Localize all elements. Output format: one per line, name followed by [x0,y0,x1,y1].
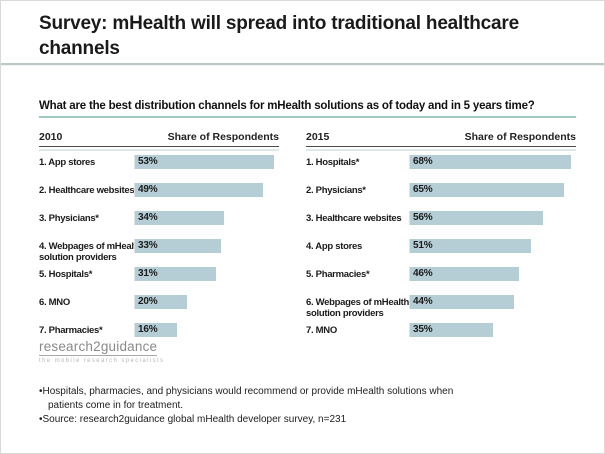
chart-row: 4. Webpages of mHealth solution provider… [39,239,279,267]
chart-row: 6. Webpages of mHealth solution provider… [306,295,576,323]
value-label: 53% [138,156,158,167]
footnotes: Hospitals, pharmacies, and physicians wo… [39,385,459,427]
chart-row: 3. Physicians* 34% [39,211,279,239]
category-label: 4. App stores [306,241,362,252]
value-label: 51% [413,240,433,251]
value-bar [410,183,565,197]
bar-area: 65% [409,183,576,197]
value-bar [135,239,222,253]
value-label: 35% [413,324,433,335]
title-divider [1,63,604,66]
value-bar [135,183,264,197]
category-label: 1. Hospitals* [306,157,360,168]
category-label: 6. MNO [39,297,70,308]
header-accent-line [39,149,279,151]
category-label: 3. Healthcare websites [306,213,402,224]
bar-area: 35% [409,323,576,337]
bar-area: 51% [409,239,576,253]
chart-row: 6. MNO 20% [39,295,279,323]
bar-area: 56% [409,211,576,225]
logo-wordmark: research2guidance [39,339,158,356]
chart-rows: 1. App stores 53% 2. Healthcare websites 49… [39,155,279,351]
category-label: 3. Physicians* [39,213,99,224]
bar-area: 44% [409,295,576,309]
category-label: 6. Webpages of mHealth solution provider… [306,297,410,319]
value-label: 33% [138,240,158,251]
chart-row: 1. App stores 53% [39,155,279,183]
chart-row: 2. Physicians* 65% [306,183,576,211]
value-label: 20% [138,296,158,307]
category-label: 2. Physicians* [306,185,366,196]
value-label: 44% [413,296,433,307]
value-bar [410,295,515,309]
category-label: 7. Pharmacies* [39,325,103,336]
column-year-label: 2015 [306,131,330,143]
value-label: 49% [138,184,158,195]
chart-row: 3. Healthcare websites 56% [306,211,576,239]
value-bar [410,211,543,225]
category-label: 5. Hospitals* [39,269,93,280]
share-of-respondents-label: Share of Respondents [167,131,279,143]
value-label: 65% [413,184,433,195]
chart-2010: 2010 Share of Respondents 1. App stores 5… [39,131,279,351]
bar-area: 49% [134,183,279,197]
category-label: 1. App stores [39,157,95,168]
chart-row: 2. Healthcare websites 49% [39,183,279,211]
chart-row: 5. Pharmacies* 46% [306,267,576,295]
header-accent-line [306,149,576,151]
category-label: 5. Pharmacies* [306,269,370,280]
value-bar [135,295,188,309]
value-label: 68% [413,156,433,167]
value-bar [410,267,520,281]
share-of-respondents-label: Share of Respondents [464,131,576,143]
bar-area: 53% [134,155,279,169]
footnote: Hospitals, pharmacies, and physicians wo… [39,385,459,413]
column-year-label: 2010 [39,131,63,143]
value-bar [410,239,531,253]
bar-area: 16% [134,323,279,337]
bar-area: 31% [134,267,279,281]
chart-row: 5. Hospitals* 31% [39,267,279,295]
chart-header: 2015 Share of Respondents [306,131,576,147]
value-label: 56% [413,212,433,223]
logo-tagline: the mobile research specialists [39,358,165,364]
page-title: Survey: mHealth will spread into traditi… [39,13,519,59]
research2guidance-logo: research2guidance the mobile research sp… [39,338,164,364]
category-label: 4. Webpages of mHealth solution provider… [39,241,143,263]
value-label: 16% [138,324,158,335]
bar-area: 34% [134,211,279,225]
category-label: 7. MNO [306,325,337,336]
value-bar [410,155,572,169]
value-label: 34% [138,212,158,223]
value-bar [135,155,274,169]
value-label: 31% [138,268,158,279]
value-bar [135,267,217,281]
value-bar [135,323,177,337]
value-bar [135,211,225,225]
bar-area: 20% [134,295,279,309]
question-heading: What are the best distribution channels … [39,100,576,118]
value-bar [410,323,493,337]
bar-area: 33% [134,239,279,253]
value-label: 46% [413,268,433,279]
footnote: Source: research2guidance global mHealth… [39,413,459,427]
chart-2015: 2015 Share of Respondents 1. Hospitals* 6… [306,131,576,351]
chart-row: 4. App stores 51% [306,239,576,267]
chart-row: 7. Pharmacies* 16% [39,323,279,351]
chart-rows: 1. Hospitals* 68% 2. Physicians* 65% 3. Heal… [306,155,576,351]
bar-area: 46% [409,267,576,281]
chart-row: 1. Hospitals* 68% [306,155,576,183]
category-label: 2. Healthcare websites [39,185,135,196]
chart-row: 7. MNO 35% [306,323,576,351]
bar-area: 68% [409,155,576,169]
chart-header: 2010 Share of Respondents [39,131,279,147]
